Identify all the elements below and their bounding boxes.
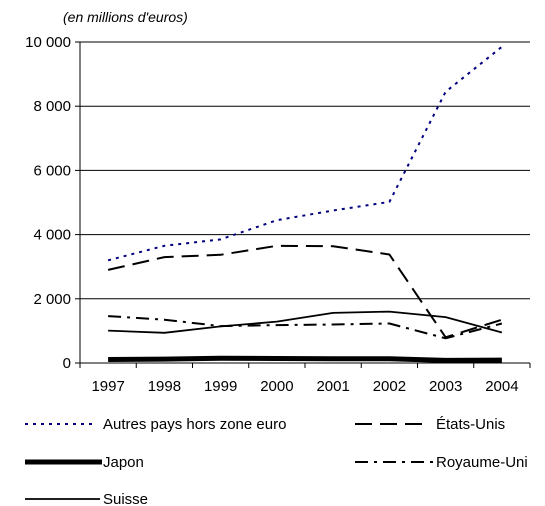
y-tick-label: 8 000 [33,98,71,115]
y-tick-label: 10 000 [25,34,71,51]
axes [79,42,530,364]
x-tick-label: 1998 [148,378,181,395]
legend-label: Royaume-Uni [436,454,528,471]
y-axis-ticks: 0 2 000 4 000 6 000 8 000 10 000 [25,34,80,372]
x-axis-ticks: 1997 1998 1999 2000 2001 2002 2003 2004 [79,363,531,395]
y-tick-label: 2 000 [33,291,71,308]
y-tick-label: 4 000 [33,227,71,244]
legend-label: États-Unis [436,416,505,433]
legend-entry-5: Suisse [25,491,148,506]
legend: Autres pays hors zone euro États-Unis Japo… [25,416,528,506]
x-tick-label: 2001 [316,378,349,395]
legend-entry-1: Autres pays hors zone euro [25,416,286,433]
legend-entry-3: Japon [25,454,144,471]
series-line-2 [107,244,503,339]
x-tick-label: 2002 [373,378,406,395]
series-line-1 [107,46,503,262]
unit-label: (en millions d'euros) [63,9,188,25]
series-lines [107,46,503,363]
series-line-5 [108,310,503,334]
legend-label: Japon [103,454,144,471]
y-tick-label: 0 [63,355,71,372]
series-line-4 [108,315,503,340]
y-tick-label: 6 000 [33,162,71,179]
legend-entry-4: Royaume-Uni [355,454,528,471]
x-tick-label: 2004 [485,378,518,395]
x-tick-label: 1997 [91,378,124,395]
legend-label: Autres pays hors zone euro [103,416,286,433]
x-tick-label: 2003 [429,378,462,395]
x-tick-label: 2000 [260,378,293,395]
legend-entry-2: États-Unis [355,416,505,433]
x-tick-label: 1999 [204,378,237,395]
series-line-3 [108,355,502,363]
legend-label: Suisse [103,491,148,506]
gridlines [80,41,530,300]
